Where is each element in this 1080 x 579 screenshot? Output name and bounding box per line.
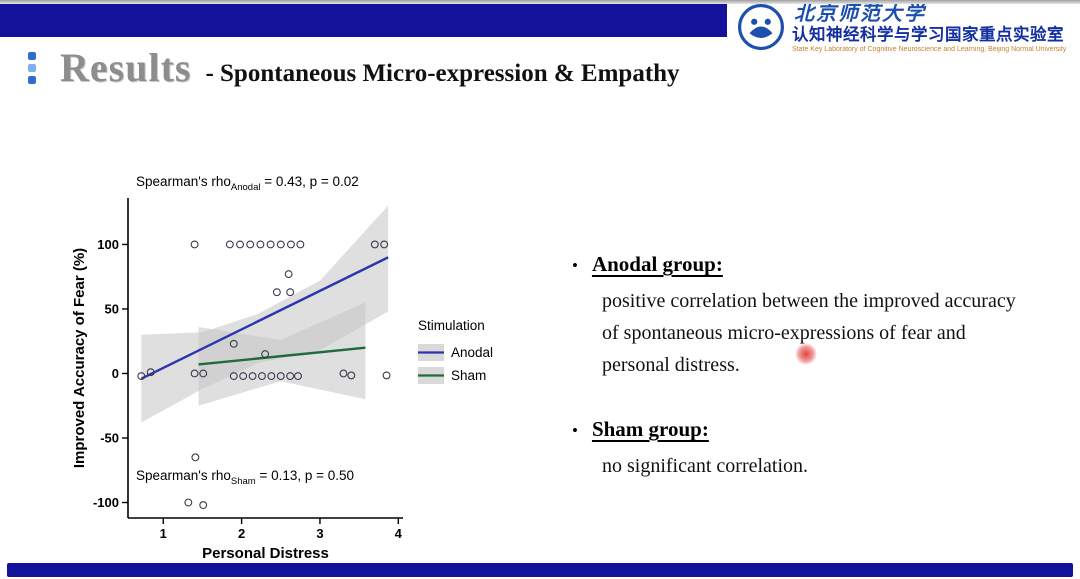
scatter-point xyxy=(261,350,270,359)
scatter-point xyxy=(191,453,200,462)
scatter-point xyxy=(258,372,266,381)
laser-pointer-dot xyxy=(795,343,817,365)
scatter-point xyxy=(286,288,295,297)
university-logo-icon xyxy=(738,4,784,50)
scatter-point xyxy=(294,372,302,381)
logo-text-block: 北京师范大学 认知神经科学与学习国家重点实验室 State Key Labora… xyxy=(792,3,1076,54)
scatter-plot: -100 -50 0 50 100 1 2 3 4 Personal Distress Improv… xyxy=(71,174,493,562)
scatter-point xyxy=(190,369,199,378)
bullet-anodal-group: • Anodal group: positive correlation bet… xyxy=(572,252,1034,381)
anodal-group-text: positive correlation between the improve… xyxy=(602,290,1016,376)
scatter-point xyxy=(146,368,155,377)
lab-subtitle: State Key Laboratory of Cognitive Neuros… xyxy=(792,45,1067,53)
confidence-band-sham xyxy=(198,302,366,406)
anodal-group-heading: Anodal group: xyxy=(591,252,723,276)
scatter-point xyxy=(225,240,234,249)
page-title: Results xyxy=(60,45,192,90)
bullet-list: • Anodal group: positive correlation bet… xyxy=(572,252,1034,518)
x-tick-label: 4 xyxy=(395,526,403,541)
lab-name: 认知神经科学与学习国家重点实验室 xyxy=(792,26,1064,45)
scatter-point xyxy=(276,240,285,249)
scatter-point xyxy=(370,240,379,249)
scatter-point xyxy=(239,372,248,381)
scatter-point xyxy=(347,371,356,380)
regression-line-sham xyxy=(198,346,366,366)
slide-title-row: Results - Spontaneous Micro-expression &… xyxy=(28,44,680,91)
scatter-point xyxy=(248,372,257,381)
scatter-point xyxy=(284,270,293,279)
y-tick-label: 100 xyxy=(97,237,119,252)
scatter-point xyxy=(236,240,244,249)
university-name: 北京师范大学 xyxy=(794,3,926,25)
scatter-point xyxy=(267,372,276,381)
scatter-point xyxy=(287,240,295,249)
scatter-point xyxy=(286,372,295,381)
y-axis-label: Improved Accuracy of Fear (%) xyxy=(71,248,88,468)
header-bar xyxy=(0,4,727,37)
sham-group-heading: Sham group: xyxy=(591,417,709,441)
university-logo-panel: 北京师范大学 认知神经科学与学习国家重点实验室 State Key Labora… xyxy=(727,0,1080,58)
scatter-point xyxy=(382,371,391,380)
regression-line-anodal xyxy=(140,256,389,380)
scatter-point xyxy=(246,240,255,249)
y-tick-label: -100 xyxy=(93,495,119,510)
annotation-spearman-anodal: Spearman's rhoAnodal = 0.43, p = 0.02 xyxy=(136,174,359,193)
bullet-anodal-heading-row: • Anodal group: xyxy=(572,252,1034,277)
bullet-sham-heading-row: • Sham group: xyxy=(572,417,1034,442)
x-tick-label: 2 xyxy=(238,526,245,541)
page-subtitle: - Spontaneous Micro-expression & Empathy xyxy=(205,60,680,87)
x-tick-label: 1 xyxy=(160,526,167,541)
legend-title: Stimulation xyxy=(418,318,485,333)
scatter-point xyxy=(266,240,275,249)
scatter-point xyxy=(199,369,208,378)
bullet-marker-icon: • xyxy=(572,256,578,275)
y-tick-label: 50 xyxy=(105,301,119,316)
sham-group-text: no significant correlation. xyxy=(602,455,809,477)
scatter-point xyxy=(272,288,281,297)
legend-label-sham: Sham xyxy=(451,368,486,383)
y-tick-label: -50 xyxy=(100,431,119,446)
scatter-point xyxy=(137,372,146,381)
scatter-point xyxy=(184,498,193,507)
scatter-point xyxy=(190,240,199,249)
footer-bar xyxy=(7,563,1073,577)
x-axis-label: Personal Distress xyxy=(202,545,329,562)
scatter-point xyxy=(296,240,305,249)
bullet-marker-icon: • xyxy=(572,421,578,440)
scatter-point xyxy=(229,372,238,381)
bullet-sham-group: • Sham group: no significant correlation… xyxy=(572,417,1034,482)
scatter-point xyxy=(380,240,389,249)
scatter-point xyxy=(256,240,265,249)
x-tick-label: 3 xyxy=(316,526,323,541)
scatter-point xyxy=(339,369,348,378)
scatter-point xyxy=(199,501,208,510)
scatter-point xyxy=(276,372,285,381)
y-tick-label: 0 xyxy=(112,366,119,381)
scatter-point xyxy=(229,339,238,348)
title-decoration-dots-icon xyxy=(28,51,36,84)
video-frame-top-edge xyxy=(0,0,1080,4)
annotation-spearman-sham: Spearman's rhoSham = 0.13, p = 0.50 xyxy=(136,468,354,487)
legend-label-anodal: Anodal xyxy=(451,345,493,360)
